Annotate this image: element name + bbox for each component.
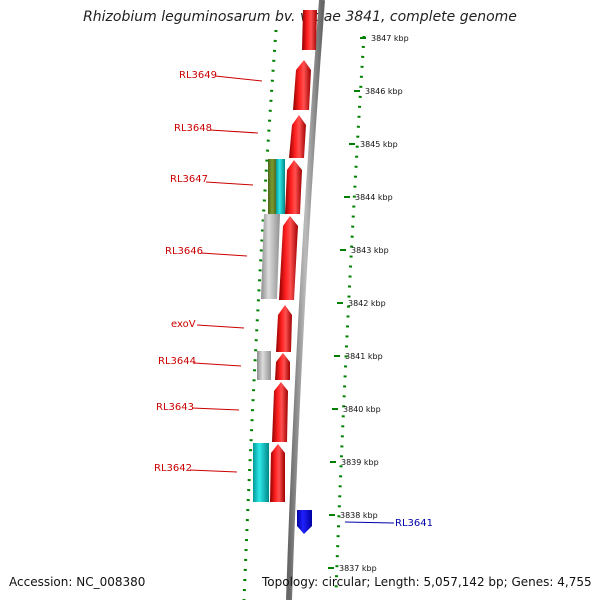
scale-label: 3840 kbp (343, 405, 381, 414)
gene-leader-line (189, 469, 238, 473)
feature-cyan[interactable] (276, 159, 285, 214)
gene-leader-line (193, 362, 242, 367)
gene-arrow[interactable] (285, 160, 302, 214)
scale-label: 3841 kbp (345, 352, 383, 361)
scale-label: 3847 kbp (371, 34, 409, 43)
inner-ring-dotted (242, 29, 278, 600)
accession-text: Accession: NC_008380 (9, 575, 146, 589)
gene-label[interactable]: RL3649 (179, 70, 217, 81)
genome-title: Rhizobium leguminosarum bv. viciae 3841,… (83, 9, 517, 25)
gene-leader-line (205, 181, 254, 186)
gene-label[interactable]: RL3641 (395, 518, 433, 529)
scale-label: 3844 kbp (355, 193, 393, 202)
gene-arrow[interactable] (293, 60, 311, 110)
feature-gray[interactable] (261, 214, 280, 299)
gene-label[interactable]: RL3647 (170, 174, 208, 185)
feature-boxes (253, 159, 285, 502)
gene-arrow[interactable] (272, 382, 288, 442)
gene-labels: RL3649 RL3648 RL3647 RL3646 exoV RL3644 RL3643… (154, 70, 433, 529)
gene-label[interactable]: RL3644 (158, 356, 196, 367)
gene-arrow[interactable] (275, 353, 290, 380)
scale-label: 3837 kbp (339, 564, 377, 573)
gene-leader-line (196, 324, 245, 329)
gene-leader-line (344, 521, 395, 524)
forward-strand-genes (270, 10, 317, 502)
gene-arrow-reverse[interactable] (297, 510, 312, 534)
gene-label[interactable]: RL3648 (174, 123, 212, 134)
outer-ring-dotted (334, 35, 366, 591)
scale-label: 3839 kbp (341, 458, 379, 467)
gene-arrow[interactable] (302, 10, 317, 50)
scale-label: 3838 kbp (340, 511, 378, 520)
gene-leader-line (191, 407, 240, 411)
gene-label[interactable]: RL3646 (165, 246, 203, 257)
feature-cyan-lower[interactable] (253, 443, 269, 502)
gene-arrow[interactable] (276, 305, 292, 352)
scale-label: 3845 kbp (360, 140, 398, 149)
scale-label: 3843 kbp (351, 246, 389, 255)
gene-label[interactable]: exoV (171, 319, 196, 330)
gene-leader-line (214, 75, 263, 82)
gene-leader-line (200, 252, 248, 257)
gene-arrow[interactable] (279, 216, 298, 300)
feature-gray-small[interactable] (257, 351, 271, 380)
scale-label: 3842 kbp (348, 299, 386, 308)
scale-axis: 3847 kbp 3846 kbp 3845 kbp 3844 kbp 3843 kbp… (328, 34, 409, 573)
scale-label: 3846 kbp (365, 87, 403, 96)
topology-text: Topology: circular; Length: 5,057,142 bp… (262, 575, 592, 589)
gene-label[interactable]: RL3643 (156, 402, 194, 413)
gene-arrow[interactable] (270, 444, 285, 502)
feature-olive[interactable] (268, 159, 277, 214)
genome-backbone (286, 0, 325, 600)
gene-arrow[interactable] (289, 115, 306, 158)
gene-label[interactable]: RL3642 (154, 463, 192, 474)
gene-leader-line (209, 129, 259, 134)
